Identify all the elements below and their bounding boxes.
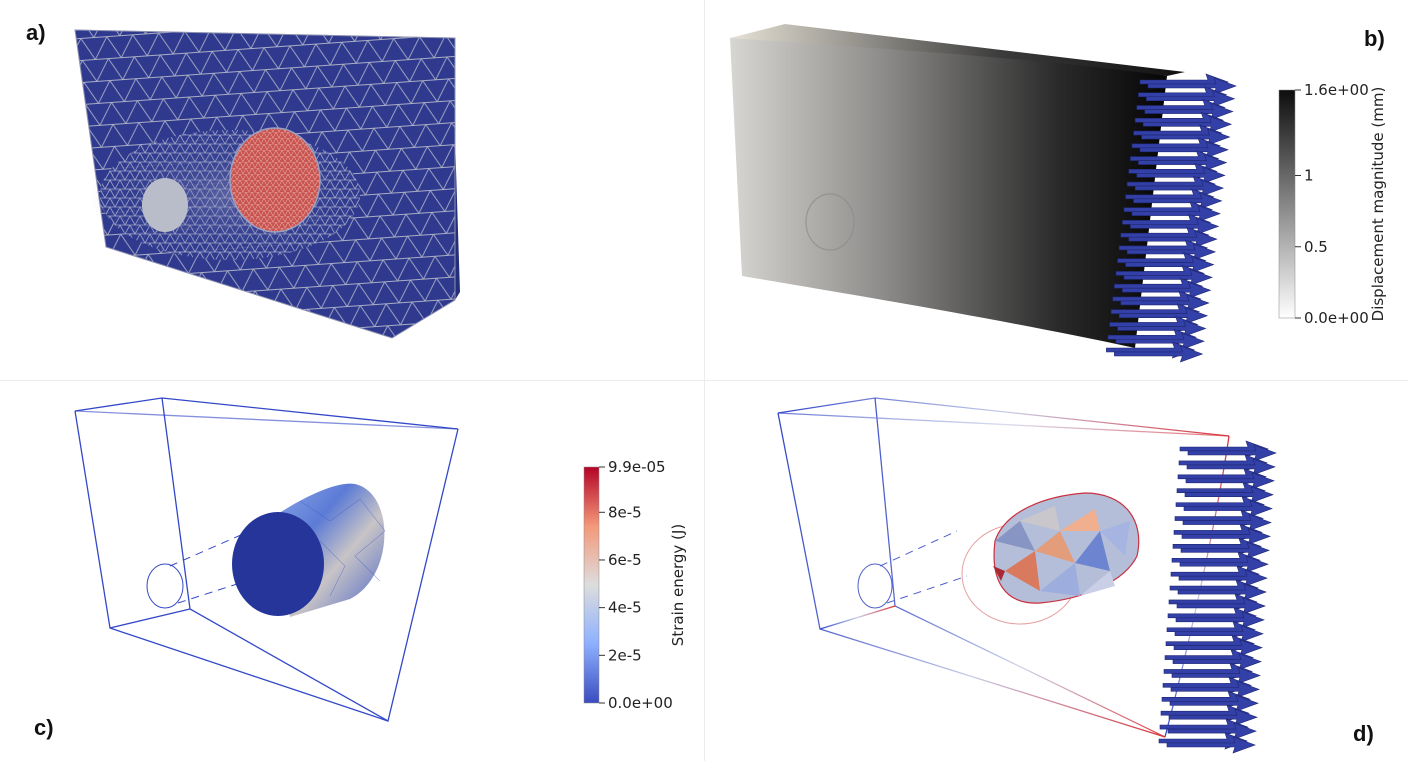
panel-c: 9.9e-05 8e-5 6e-5 4e-5 2e-5 0.0e+00 Strain en… xyxy=(0,381,704,761)
colorbar-b-title: Displacement magnitude (mm) xyxy=(1369,87,1387,322)
colorbar-tick-label: 0.0e+00 xyxy=(1304,309,1369,327)
load-arrows-d xyxy=(1158,440,1277,754)
load-arrow-icon xyxy=(1122,281,1212,299)
displaced-hole xyxy=(805,193,855,251)
colorbar-tick-label: 0.0e+00 xyxy=(608,694,673,712)
load-arrow-icon xyxy=(1186,458,1276,476)
load-arrow-icon xyxy=(1185,472,1275,490)
load-arrow-icon xyxy=(1120,294,1210,312)
load-arrow-icon xyxy=(1184,486,1274,504)
load-arrow-icon xyxy=(1142,115,1233,133)
colorbar-c-title: Strain energy (J) xyxy=(669,524,687,646)
load-arrow-icon xyxy=(1139,141,1229,159)
load-arrow-icon xyxy=(1183,500,1273,518)
load-arrow-icon xyxy=(1181,527,1271,545)
load-arrow-icon xyxy=(1128,230,1218,248)
load-arrow-icon xyxy=(1115,332,1205,350)
colorbar-tick-label: 1 xyxy=(1304,167,1314,185)
load-arrow-icon xyxy=(1170,680,1260,698)
horizontal-divider xyxy=(0,380,1408,381)
load-arrow-icon xyxy=(1168,708,1258,726)
load-arrow-icon xyxy=(1136,166,1226,184)
panel-b: 1.6e+00 1 0.5 0.0e+00 Displacement magnitud… xyxy=(705,0,1408,380)
load-arrow-icon xyxy=(1125,256,1215,274)
panel-d: d) xyxy=(705,381,1408,761)
load-arrow-icon xyxy=(1146,90,1236,108)
load-arrow-icon xyxy=(1169,694,1259,712)
colorbar-tick-label: 4e-5 xyxy=(608,599,642,617)
load-arrow-icon xyxy=(1123,268,1213,286)
load-arrow-icon xyxy=(1180,541,1270,559)
load-arrow-icon xyxy=(1144,103,1234,121)
panel-label-c: c) xyxy=(34,715,54,740)
displacement-render: 1.6e+00 1 0.5 0.0e+00 Displacement magnitud… xyxy=(730,24,1387,363)
deformed-block-top xyxy=(730,24,1185,76)
deformed-strain-render xyxy=(777,397,1277,754)
load-arrow-icon xyxy=(1130,217,1220,235)
load-arrow-icon xyxy=(1117,319,1207,337)
hole-outline-d xyxy=(857,563,893,609)
load-arrow-icon xyxy=(1126,243,1217,261)
load-arrow-icon xyxy=(1166,736,1256,754)
colorbar-b xyxy=(1278,89,1296,319)
load-arrow-icon xyxy=(1114,345,1204,363)
load-arrow-icon xyxy=(1118,307,1209,325)
inclusion-cylinder-cap xyxy=(232,512,324,616)
inclusion-face xyxy=(229,127,321,233)
load-arrow-icon xyxy=(1138,154,1228,172)
strain-energy-render: 9.9e-05 8e-5 6e-5 4e-5 2e-5 0.0e+00 Strain en… xyxy=(74,397,687,722)
load-arrow-icon xyxy=(1187,444,1277,462)
colorbar-tick-label: 1.6e+00 xyxy=(1304,81,1369,99)
load-arrows-b xyxy=(1106,73,1237,363)
load-arrow-icon xyxy=(1182,514,1272,532)
load-arrow-icon xyxy=(1174,625,1264,643)
load-arrow-icon xyxy=(1131,205,1221,223)
deformed-block-front xyxy=(730,38,1167,348)
hole-face xyxy=(142,178,188,232)
colorbar-tick-label: 2e-5 xyxy=(608,646,642,664)
load-arrow-icon xyxy=(1171,666,1261,684)
colorbar-tick-label: 6e-5 xyxy=(608,551,642,569)
colorbar-tick-label: 0.5 xyxy=(1304,238,1328,256)
panel-a: a) xyxy=(0,0,704,380)
colorbar-c xyxy=(583,466,600,704)
load-arrow-icon xyxy=(1178,569,1268,587)
load-arrow-icon xyxy=(1173,639,1263,657)
load-arrow-icon xyxy=(1177,583,1267,601)
colorbar-tick-label: 9.9e-05 xyxy=(608,458,666,476)
panel-label-a: a) xyxy=(26,20,46,45)
load-arrow-icon xyxy=(1172,653,1262,671)
load-arrow-icon xyxy=(1133,192,1223,210)
panel-label-d: d) xyxy=(1353,721,1374,746)
load-arrow-icon xyxy=(1176,597,1266,615)
meshed-block-render xyxy=(74,29,460,339)
panel-label-b: b) xyxy=(1364,26,1385,51)
deformed-inclusion xyxy=(993,492,1140,604)
colorbar-c-ticks: 9.9e-05 8e-5 6e-5 4e-5 2e-5 0.0e+00 xyxy=(599,458,673,712)
load-arrow-icon xyxy=(1141,128,1231,146)
load-arrow-icon xyxy=(1179,555,1269,573)
load-arrow-icon xyxy=(1134,179,1225,197)
load-arrow-icon xyxy=(1147,77,1237,95)
colorbar-tick-label: 8e-5 xyxy=(608,503,642,521)
hole-outline-c xyxy=(146,563,184,609)
load-arrow-icon xyxy=(1167,722,1257,740)
load-arrow-icon xyxy=(1175,611,1265,629)
colorbar-b-ticks: 1.6e+00 1 0.5 0.0e+00 xyxy=(1295,81,1369,327)
wireframe-box-c xyxy=(74,397,459,722)
